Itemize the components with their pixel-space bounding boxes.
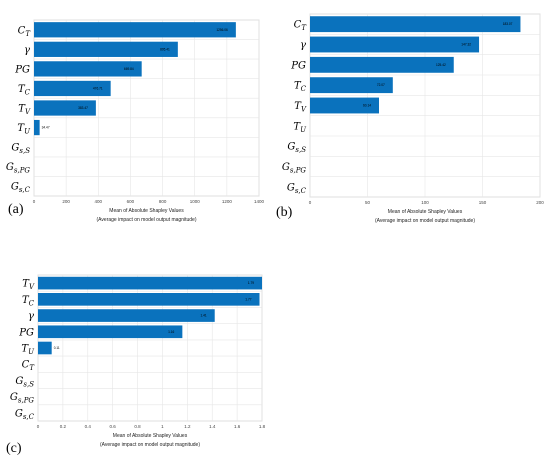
- bar: [34, 80, 111, 97]
- x-tick-label: 1: [161, 424, 164, 429]
- x-tick-label: 50: [365, 200, 371, 205]
- x-tick-label: 800: [159, 199, 167, 204]
- panel-label: (b): [276, 205, 293, 220]
- bar-value-label: 183.07: [503, 22, 513, 26]
- bar-value-label: 147.32: [461, 43, 471, 47]
- x-tick-label: 1200: [222, 199, 233, 204]
- bar-value-label: 1256.06: [216, 28, 228, 32]
- category-label: Gs,C: [15, 408, 35, 421]
- chart-panel-b: 183.07 CT 147.32 γ 125.42 PG 72.07 TC 60.14 TV TU G…: [272, 0, 550, 228]
- x-axis-title: Mean of Absolute Shapley Values: [109, 208, 184, 214]
- x-tick-label: 1400: [254, 199, 265, 204]
- category-label: γ: [300, 40, 306, 51]
- category-label: Gs,S: [287, 142, 306, 155]
- bar-value-label: 669.84: [124, 67, 134, 71]
- x-tick-label: 1.6: [234, 424, 241, 429]
- chart-panel-a: 1256.06 CT 895.41 γ 669.84 PG 476.71 TC 383.47 TV…: [0, 0, 268, 228]
- panel-label: (a): [8, 202, 24, 217]
- category-label: Gs,S: [11, 143, 30, 156]
- category-label: TV: [294, 101, 307, 114]
- bar: [310, 97, 379, 114]
- bar-value-label: 34.47: [42, 126, 50, 130]
- bar: [310, 16, 521, 33]
- category-label: CT: [18, 25, 32, 38]
- category-label: Gs,C: [11, 182, 31, 195]
- category-label: TU: [21, 344, 35, 357]
- x-axis-title: Mean of Absolute Shapley Values: [113, 433, 188, 439]
- panel-label: (c): [6, 441, 22, 456]
- category-label: TC: [22, 295, 35, 308]
- x-tick-label: 400: [95, 199, 103, 204]
- bar: [34, 41, 178, 57]
- x-tick-label: 150: [479, 200, 487, 205]
- category-label: Gs,PG: [10, 392, 35, 405]
- bar: [38, 309, 215, 322]
- x-tick-label: 0: [33, 199, 36, 204]
- bar-value-label: 895.41: [160, 47, 170, 51]
- bar-value-label: 476.71: [93, 86, 103, 90]
- bar: [34, 61, 142, 77]
- bar-value-label: 72.07: [377, 83, 385, 87]
- chart-c: 1.79TV1.77TC1.41γ1.16PG0.11TUCTGs,SGs,PG…: [6, 274, 266, 456]
- bar-value-label: 60.14: [363, 104, 371, 108]
- bar: [310, 36, 480, 53]
- category-label: Gs,PG: [282, 162, 307, 175]
- category-label: TV: [22, 279, 35, 292]
- x-tick-label: 0.2: [60, 424, 67, 429]
- x-tick-label: 0: [37, 424, 40, 429]
- bar-value-label: 1.16: [168, 330, 174, 334]
- bar: [38, 276, 262, 290]
- bar-value-label: 1.41: [200, 314, 206, 318]
- category-label: CT: [22, 360, 36, 373]
- x-axis-subtitle: (Average impact on model output magnitud…: [100, 442, 200, 448]
- x-tick-label: 1.4: [209, 424, 216, 429]
- x-tick-label: 0.8: [134, 424, 141, 429]
- bar-value-label: 1.79: [248, 281, 254, 285]
- bar: [38, 325, 183, 339]
- bar-value-label: 383.47: [78, 106, 88, 110]
- category-label: γ: [24, 45, 30, 56]
- x-tick-label: 1.2: [184, 424, 191, 429]
- bar: [34, 22, 236, 38]
- category-label: TU: [17, 123, 31, 136]
- category-label: Gs,C: [287, 182, 307, 195]
- category-label: TC: [294, 81, 307, 94]
- bar: [310, 77, 393, 94]
- category-label: Gs,PG: [6, 162, 31, 175]
- x-axis-subtitle: (Average impact on model output magnitud…: [97, 217, 197, 223]
- x-tick-label: 1000: [190, 199, 201, 204]
- category-label: TC: [18, 84, 31, 97]
- bar: [38, 293, 260, 306]
- x-axis-title: Mean of Absolute Shapley Values: [388, 209, 463, 215]
- x-tick-label: 0.6: [110, 424, 117, 429]
- category-label: TU: [293, 121, 307, 134]
- chart-a: 1256.06 CT 895.41 γ 669.84 PG 476.71 TC 383.47 TV…: [6, 19, 265, 223]
- x-tick-label: 100: [421, 200, 429, 205]
- x-tick-label: 200: [536, 200, 544, 205]
- x-tick-label: 0: [309, 200, 312, 205]
- bar: [38, 341, 52, 355]
- category-label: PG: [290, 60, 306, 71]
- category-label: Gs,S: [15, 376, 34, 389]
- x-tick-label: 0.4: [85, 424, 92, 429]
- bar: [34, 100, 96, 116]
- bar: [34, 119, 40, 136]
- chart-panel-c: 1.79 TV 1.77 TC 1.41 γ 1.16 PG 0.11 TU CT Gs,S Gs,PG…: [0, 262, 268, 457]
- x-tick-label: 600: [127, 199, 135, 204]
- bar: [310, 56, 454, 73]
- category-label: PG: [14, 64, 30, 75]
- bar-value-label: 125.42: [436, 63, 446, 67]
- x-tick-label: 1.8: [259, 424, 266, 429]
- category-label: PG: [18, 327, 34, 338]
- x-tick-label: 200: [62, 199, 70, 204]
- x-axis-subtitle: (Average impact on model output magnitud…: [375, 218, 475, 224]
- category-label: TV: [18, 104, 31, 117]
- category-label: CT: [294, 20, 308, 32]
- bar-value-label: 1.77: [245, 297, 251, 301]
- bar-value-label: 0.11: [54, 346, 60, 350]
- category-label: γ: [28, 311, 34, 322]
- chart-b: 183.07 CT 147.32 γ 125.42 PG 72.07 TC 60.14 TV TU G…: [276, 13, 544, 224]
